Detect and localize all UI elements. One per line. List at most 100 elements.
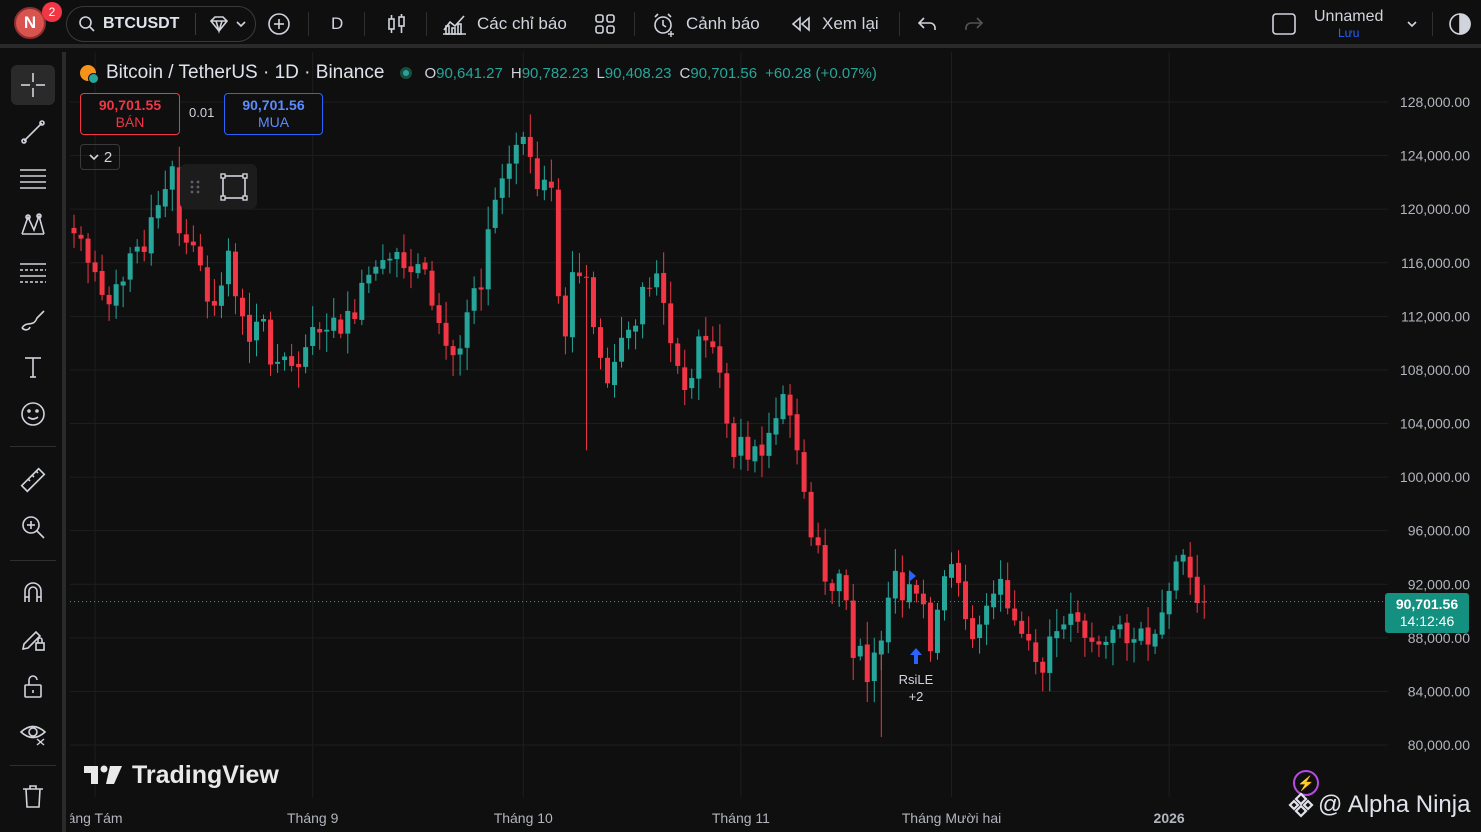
candle-body bbox=[927, 602, 933, 652]
time-axis[interactable]: áng Tám Tháng 9 Tháng 10 Tháng 11 Tháng Mười… bbox=[70, 810, 1185, 826]
candle-body bbox=[703, 335, 709, 341]
layout-menu-button[interactable] bbox=[1405, 0, 1419, 48]
price-tick-label: 116,000.00 bbox=[1401, 255, 1470, 271]
hide-drawings-tool[interactable] bbox=[11, 713, 55, 753]
signal-count: +2 bbox=[908, 689, 924, 704]
candle-body bbox=[1089, 637, 1095, 642]
candle-body bbox=[499, 178, 505, 198]
bitcoin-icon bbox=[80, 65, 99, 84]
candle-body bbox=[534, 158, 540, 190]
compare-button[interactable] bbox=[266, 0, 292, 48]
candle-body bbox=[127, 253, 133, 280]
candle-body bbox=[373, 266, 379, 274]
price-tick-label: 92,000.00 bbox=[1408, 576, 1470, 592]
candle-body bbox=[548, 181, 554, 188]
candle-body bbox=[857, 645, 863, 657]
candle-body bbox=[99, 270, 105, 295]
buy-button[interactable]: 90,701.56 MUA bbox=[224, 93, 323, 135]
candle-body bbox=[366, 274, 372, 284]
candle-body bbox=[850, 600, 856, 658]
candle-body bbox=[562, 295, 568, 337]
candle-body bbox=[1110, 629, 1116, 643]
candle-body bbox=[183, 234, 189, 243]
chart-pane[interactable]: 128,000.00 124,000.00 120,000.00 116,000.00… bbox=[70, 52, 1481, 832]
candle-body bbox=[1012, 608, 1018, 621]
lightning-icon[interactable]: ⚡ bbox=[1293, 770, 1319, 796]
zoom-tool[interactable] bbox=[11, 507, 55, 547]
text-tool[interactable] bbox=[11, 347, 55, 387]
candle-body bbox=[1019, 620, 1025, 634]
diamond-icon[interactable] bbox=[208, 14, 230, 34]
price-axis[interactable]: 128,000.00 124,000.00 120,000.00 116,000.00… bbox=[1400, 94, 1470, 753]
candle-body bbox=[1047, 636, 1053, 673]
strategy-signal-label[interactable]: RsiLE +2 bbox=[893, 671, 939, 705]
candle-body bbox=[394, 252, 400, 260]
layout-checkbox[interactable] bbox=[1271, 0, 1297, 48]
magnet-tool[interactable] bbox=[11, 572, 55, 612]
undo-button[interactable] bbox=[916, 0, 938, 48]
candle-body bbox=[808, 491, 814, 538]
trend-line-tool[interactable] bbox=[11, 112, 55, 152]
candle-body bbox=[232, 251, 238, 297]
horizontal-lines-tool[interactable] bbox=[11, 159, 55, 199]
order-quantity[interactable]: 0.01 bbox=[189, 105, 215, 120]
indicators-button[interactable]: Các chỉ báo bbox=[442, 0, 567, 48]
emoji-tool[interactable] bbox=[11, 394, 55, 434]
candle-body bbox=[626, 329, 632, 339]
chart-type-button[interactable] bbox=[385, 0, 409, 48]
candle-body bbox=[864, 644, 870, 683]
templates-button[interactable] bbox=[593, 0, 617, 48]
open-key: O bbox=[424, 64, 437, 82]
candle-body bbox=[78, 234, 84, 239]
candle-body bbox=[429, 270, 435, 306]
unlock-icon bbox=[24, 675, 42, 698]
replay-label: Xem lại bbox=[822, 14, 879, 33]
signal-marker bbox=[909, 570, 916, 582]
fullscreen-button[interactable] bbox=[1447, 0, 1473, 48]
crosshair-tool[interactable] bbox=[11, 65, 55, 105]
candle-body bbox=[338, 319, 344, 334]
legend-title[interactable]: Bitcoin / TetherUS · 1D · Binance bbox=[106, 62, 385, 83]
binance-icon bbox=[1288, 792, 1314, 818]
candlestick-chart[interactable]: 128,000.00 124,000.00 120,000.00 116,000.00… bbox=[70, 52, 1481, 832]
candle-body bbox=[843, 575, 849, 601]
candle-body bbox=[885, 597, 891, 643]
candle-body bbox=[211, 301, 217, 306]
candle-body bbox=[906, 584, 912, 603]
lock-all-tool[interactable] bbox=[11, 666, 55, 706]
pencil-lock-icon bbox=[21, 630, 45, 651]
drag-handle-icon[interactable] bbox=[188, 177, 202, 197]
redo-button[interactable] bbox=[963, 0, 985, 48]
pattern-tool[interactable] bbox=[11, 206, 55, 246]
select-rectangle-icon[interactable] bbox=[218, 171, 250, 203]
symbol-legend: Bitcoin / TetherUS · 1D · Binance O 90,64… bbox=[80, 62, 885, 84]
brush-tool[interactable] bbox=[11, 300, 55, 340]
price-tick-label: 128,000.00 bbox=[1400, 94, 1470, 110]
interval-label: D bbox=[331, 14, 344, 33]
time-tick-label: áng Tám bbox=[70, 810, 123, 826]
layout-name-button[interactable]: Unnamed Lưu bbox=[1314, 0, 1383, 48]
candle-body bbox=[984, 605, 990, 625]
fib-tool[interactable] bbox=[11, 253, 55, 293]
interval-button[interactable]: D bbox=[331, 0, 343, 48]
indicators-collapse-button[interactable]: 2 bbox=[80, 144, 120, 170]
user-avatar[interactable]: N bbox=[14, 7, 46, 39]
zoom-in-icon bbox=[22, 516, 45, 539]
market-status-icon[interactable] bbox=[400, 67, 413, 79]
candle-body bbox=[654, 273, 660, 288]
sell-button[interactable]: 90,701.55 BÁN bbox=[80, 93, 180, 135]
candle-body bbox=[141, 246, 147, 253]
ruler-tool[interactable] bbox=[11, 460, 55, 500]
delete-drawings-tool[interactable] bbox=[11, 776, 55, 816]
candle-body bbox=[218, 285, 224, 306]
alerts-button[interactable]: Cảnh báo bbox=[651, 0, 760, 48]
replay-button[interactable]: Xem lại bbox=[789, 0, 879, 48]
floating-drawing-toolbar[interactable] bbox=[180, 164, 257, 209]
trend-line-icon bbox=[21, 120, 45, 144]
candle-body bbox=[324, 329, 330, 332]
tradingview-logo[interactable]: TradingView bbox=[84, 760, 279, 790]
lock-drawing-tool[interactable] bbox=[11, 619, 55, 659]
symbol-search[interactable]: BTCUSDT bbox=[66, 6, 256, 42]
candle-body bbox=[794, 414, 800, 451]
toolbar-divider bbox=[308, 12, 309, 36]
